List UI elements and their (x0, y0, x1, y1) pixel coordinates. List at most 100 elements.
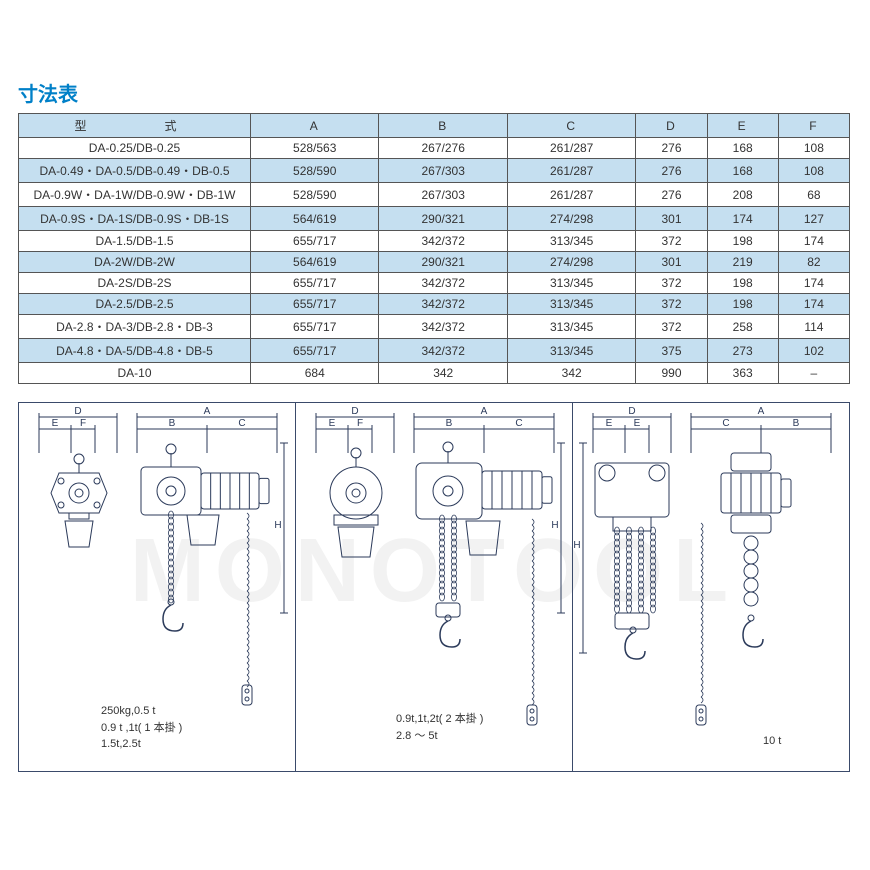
svg-text:B: B (793, 418, 800, 429)
svg-text:F: F (357, 418, 363, 429)
table-header-row: 型 式 A B C D E F (19, 114, 850, 138)
table-cell: 372 (636, 294, 707, 315)
diagram-panel-2: DEFABCH 0.9t,1t,2t( 2 本掛 )2.8 〜 5t (295, 403, 572, 771)
svg-text:E: E (634, 418, 641, 429)
caption-line: 0.9 t ,1t( 1 本掛 ) (101, 720, 182, 737)
table-cell: 261/287 (507, 138, 635, 159)
table-cell: 168 (707, 159, 778, 183)
table-cell: 267/303 (379, 183, 507, 207)
table-cell: DA-0.49・DA-0.5/DB-0.49・DB-0.5 (19, 159, 251, 183)
hoist-diagram-3: DEEACBH (573, 403, 849, 771)
table-cell: 174 (778, 231, 849, 252)
table-row: DA-0.9S・DA-1S/DB-0.9S・DB-1S564/619290/32… (19, 207, 850, 231)
table-cell: 127 (778, 207, 849, 231)
caption-line: 250kg,0.5 t (101, 703, 182, 720)
table-cell: DA-0.9W・DA-1W/DB-0.9W・DB-1W (19, 183, 251, 207)
diagram-panel-1: D E F A B C H 250kg,0.5 t0.9 t ,1t( 1 本掛 )1.5t… (19, 403, 295, 771)
table-cell: 655/717 (251, 231, 379, 252)
svg-text:C: C (238, 418, 245, 429)
table-cell: 684 (251, 363, 379, 384)
table-cell: 261/287 (507, 183, 635, 207)
table-cell: 267/303 (379, 159, 507, 183)
table-cell: 276 (636, 159, 707, 183)
col-e: E (707, 114, 778, 138)
table-cell: 301 (636, 252, 707, 273)
table-cell: 655/717 (251, 294, 379, 315)
table-cell: DA-0.9S・DA-1S/DB-0.9S・DB-1S (19, 207, 251, 231)
svg-text:A: A (204, 406, 211, 417)
table-cell: 290/321 (379, 207, 507, 231)
table-cell: 208 (707, 183, 778, 207)
diagram-caption-2: 0.9t,1t,2t( 2 本掛 )2.8 〜 5t (396, 711, 483, 744)
table-cell: 261/287 (507, 159, 635, 183)
table-cell: 273 (707, 339, 778, 363)
table-cell: 102 (778, 339, 849, 363)
svg-text:F: F (80, 418, 86, 429)
caption-line: 0.9t,1t,2t( 2 本掛 ) (396, 711, 483, 728)
table-cell: DA-2.5/DB-2.5 (19, 294, 251, 315)
svg-text:H: H (551, 520, 558, 531)
table-cell: 258 (707, 315, 778, 339)
caption-line: 2.8 〜 5t (396, 728, 483, 745)
svg-text:B: B (446, 418, 453, 429)
table-cell: 342/372 (379, 339, 507, 363)
table-row: DA-0.25/DB-0.25528/563267/276261/2872761… (19, 138, 850, 159)
table-cell: 198 (707, 273, 778, 294)
table-cell: 168 (707, 138, 778, 159)
table-cell: DA-2W/DB-2W (19, 252, 251, 273)
svg-text:A: A (758, 406, 765, 417)
table-row: DA-4.8・DA-5/DB-4.8・DB-5655/717342/372313… (19, 339, 850, 363)
table-cell: 108 (778, 138, 849, 159)
table-cell: 313/345 (507, 231, 635, 252)
table-cell: 363 (707, 363, 778, 384)
svg-text:H: H (274, 520, 281, 531)
svg-text:D: D (74, 406, 81, 417)
dimension-table: 型 式 A B C D E F DA-0.25/DB-0.25528/56326… (18, 113, 850, 384)
table-cell: 313/345 (507, 273, 635, 294)
diagram-container: MONOTOOL DEFABCH 250kg,0.5 t0.9 t ,1t( 1… (18, 402, 850, 772)
table-cell: 342/372 (379, 315, 507, 339)
diagram-caption-1: 250kg,0.5 t0.9 t ,1t( 1 本掛 )1.5t,2.5t (101, 703, 182, 753)
table-cell: 276 (636, 183, 707, 207)
diagram-panel-3: DEEACBH 10 t (572, 403, 849, 771)
col-f: F (778, 114, 849, 138)
svg-text:D: D (628, 406, 635, 417)
svg-text:E: E (329, 418, 336, 429)
table-row: DA-2W/DB-2W564/619290/321274/29830121982 (19, 252, 850, 273)
table-cell: 564/619 (251, 252, 379, 273)
caption-line: 10 t (763, 733, 781, 750)
svg-text:E: E (52, 418, 59, 429)
table-cell: 655/717 (251, 273, 379, 294)
table-cell: 274/298 (507, 207, 635, 231)
col-model: 型 式 (19, 114, 251, 138)
table-cell: 301 (636, 207, 707, 231)
table-cell: 108 (778, 159, 849, 183)
table-cell: 313/345 (507, 294, 635, 315)
table-cell: 198 (707, 294, 778, 315)
col-b: B (379, 114, 507, 138)
table-row: DA-2.8・DA-3/DB-2.8・DB-3655/717342/372313… (19, 315, 850, 339)
table-row: DA-2.5/DB-2.5655/717342/372313/345372198… (19, 294, 850, 315)
table-cell: 174 (707, 207, 778, 231)
table-cell: DA-1.5/DB-1.5 (19, 231, 251, 252)
table-cell: DA-4.8・DA-5/DB-4.8・DB-5 (19, 339, 251, 363)
table-cell: 114 (778, 315, 849, 339)
table-cell: 174 (778, 273, 849, 294)
table-cell: 342 (507, 363, 635, 384)
svg-text:B: B (169, 418, 176, 429)
table-cell: 372 (636, 273, 707, 294)
table-cell: 274/298 (507, 252, 635, 273)
svg-text:D: D (351, 406, 358, 417)
table-cell: 267/276 (379, 138, 507, 159)
table-row: DA-2S/DB-2S655/717342/372313/34537219817… (19, 273, 850, 294)
table-cell: DA-0.25/DB-0.25 (19, 138, 251, 159)
table-cell: 528/590 (251, 183, 379, 207)
table-cell: 313/345 (507, 315, 635, 339)
table-cell: 82 (778, 252, 849, 273)
col-d: D (636, 114, 707, 138)
table-row: DA-0.9W・DA-1W/DB-0.9W・DB-1W528/590267/30… (19, 183, 850, 207)
table-cell: – (778, 363, 849, 384)
table-cell: 290/321 (379, 252, 507, 273)
col-a: A (251, 114, 379, 138)
table-cell: 372 (636, 315, 707, 339)
